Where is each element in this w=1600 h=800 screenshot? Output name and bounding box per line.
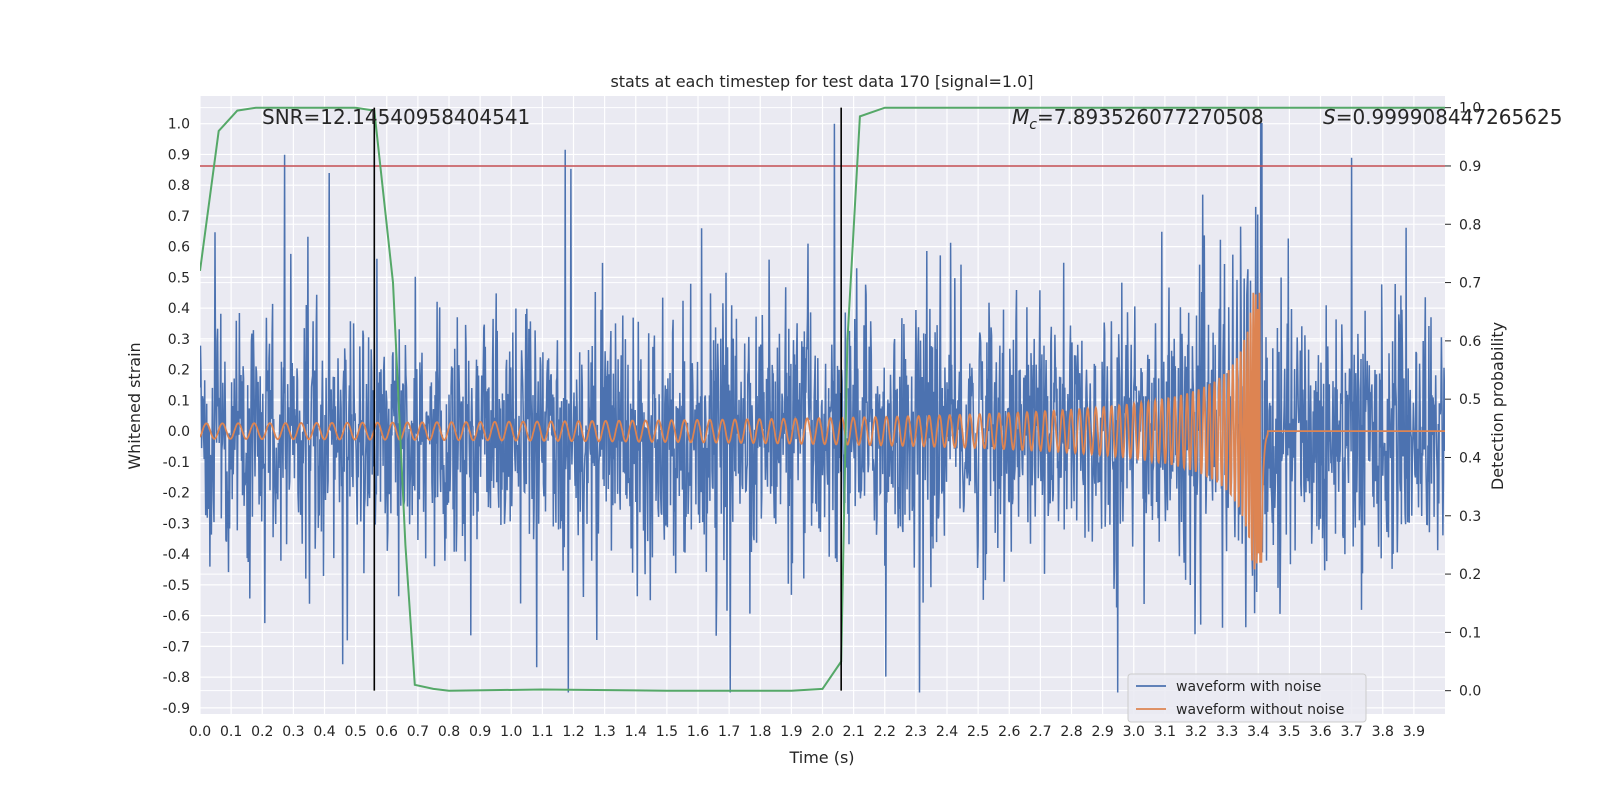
y2-tick-label: 0.3 xyxy=(1459,509,1481,525)
x-tick-label: 3.1 xyxy=(1154,724,1176,740)
x-tick-label: 2.8 xyxy=(1060,724,1082,740)
x-tick-label: 1.2 xyxy=(562,724,584,740)
x-tick-label: 1.4 xyxy=(625,724,647,740)
x-tick-label: 3.2 xyxy=(1185,724,1207,740)
s-symbol: S xyxy=(1323,105,1336,129)
x-tick-label: 2.2 xyxy=(874,724,896,740)
legend-label-clean: waveform without noise xyxy=(1176,702,1344,718)
x-tick-label: 3.0 xyxy=(1123,724,1145,740)
x-tick-label: 1.8 xyxy=(749,724,771,740)
snr-annotation: SNR=12.14540958404541 xyxy=(262,105,530,129)
y2-tick-label: 0.0 xyxy=(1459,684,1481,700)
series-detection-probability xyxy=(200,106,1445,692)
x-tick-label: 0.3 xyxy=(282,724,304,740)
y-tick-label: -0.2 xyxy=(163,486,190,502)
mc-symbol: M xyxy=(1012,105,1029,129)
mc-subscript: c xyxy=(1029,117,1037,133)
x-tick-label: 1.5 xyxy=(656,724,678,740)
x-tick-label: 3.6 xyxy=(1309,724,1331,740)
y2-axis-label: Detection probability xyxy=(1488,322,1507,490)
x-tick-label: 0.8 xyxy=(438,724,460,740)
y2-tick-label: 0.9 xyxy=(1459,159,1481,175)
y2-tick-label: 0.6 xyxy=(1459,334,1481,350)
y-tick-label: 0.8 xyxy=(168,178,190,194)
x-tick-label: 0.6 xyxy=(376,724,398,740)
y-tick-label: 0.0 xyxy=(168,424,190,440)
y-tick-label: 0.5 xyxy=(168,270,190,286)
x-tick-label: 0.9 xyxy=(469,724,491,740)
y-tick-label: 0.7 xyxy=(168,209,190,225)
y-tick-label: -0.7 xyxy=(163,639,190,655)
mc-annotation: Mc=7.893526077270508 xyxy=(1012,105,1264,133)
y-tick-label: 0.2 xyxy=(168,363,190,379)
x-tick-label: 2.4 xyxy=(936,724,958,740)
x-tick-label: 2.3 xyxy=(905,724,927,740)
y2-tick-label: 0.8 xyxy=(1459,217,1481,233)
legend-box xyxy=(1127,673,1367,723)
y-axis-left: 1.0 0.9 0.8 0.7 0.6 0.5 0.4 0.3 0.2 0.1 0.0 -0.1 -0.… xyxy=(163,117,190,717)
y-axis-label: Whitened strain xyxy=(125,342,144,469)
s-value: =0.999908447265625 xyxy=(1336,105,1563,129)
chart-title: stats at each timestep for test data 170… xyxy=(610,72,1033,91)
y-tick-label: 0.9 xyxy=(168,147,190,163)
x-tick-label: 1.6 xyxy=(687,724,709,740)
y-tick-label: -0.5 xyxy=(163,578,190,594)
x-tick-label: 2.0 xyxy=(811,724,833,740)
y-tick-label: 0.3 xyxy=(168,332,190,348)
x-axis-label: Time (s) xyxy=(788,748,854,767)
series-waveform-without-noise xyxy=(200,292,1445,570)
x-tick-label: 0.2 xyxy=(251,724,273,740)
y-tick-label: -0.3 xyxy=(163,516,190,532)
x-tick-label: 3.9 xyxy=(1403,724,1425,740)
x-tick-label: 1.3 xyxy=(593,724,615,740)
y-tick-label: 1.0 xyxy=(168,117,190,133)
x-tick-label: 0.7 xyxy=(407,724,429,740)
legend: waveform with noise waveform without noi… xyxy=(1127,673,1367,723)
x-tick-label: 3.3 xyxy=(1216,724,1238,740)
x-tick-label: 1.0 xyxy=(500,724,522,740)
x-tick-label: 2.7 xyxy=(1029,724,1051,740)
x-tick-label: 3.8 xyxy=(1372,724,1394,740)
x-tick-label: 2.6 xyxy=(998,724,1020,740)
x-axis: 0.0 0.1 0.2 0.3 0.4 0.5 0.6 0.7 0.8 0.9 1.0 1.1 1.2 1… xyxy=(189,724,1425,740)
y-tick-label: -0.8 xyxy=(163,670,190,686)
y-tick-label: -0.4 xyxy=(163,547,190,563)
x-tick-label: 2.5 xyxy=(967,724,989,740)
mc-value: =7.893526077270508 xyxy=(1037,105,1264,129)
y-tick-label: 0.4 xyxy=(168,301,190,317)
grid xyxy=(199,96,1445,714)
y2-tick-label: 0.4 xyxy=(1459,450,1481,466)
x-tick-label: 2.1 xyxy=(842,724,864,740)
y-tick-label: 0.6 xyxy=(168,240,190,256)
y-axis-right: 1.0 0.9 0.8 0.7 0.6 0.5 0.4 0.3 0.2 0.1 0.0 xyxy=(1445,101,1481,700)
x-tick-label: 1.7 xyxy=(718,724,740,740)
x-tick-label: 1.1 xyxy=(531,724,553,740)
y-tick-label: -0.9 xyxy=(163,701,190,717)
y2-tick-label: 0.1 xyxy=(1459,625,1481,641)
y2-tick-label: 1.0 xyxy=(1459,101,1481,117)
y2-tick-label: 0.2 xyxy=(1459,567,1481,583)
y-tick-label: -0.6 xyxy=(163,609,190,625)
x-tick-label: 0.1 xyxy=(220,724,242,740)
x-tick-label: 0.4 xyxy=(313,724,335,740)
series-layer xyxy=(200,106,1445,693)
y2-tick-label: 0.7 xyxy=(1459,276,1481,292)
x-tick-label: 3.4 xyxy=(1247,724,1269,740)
legend-label-noise: waveform with noise xyxy=(1176,679,1321,695)
x-tick-label: 2.9 xyxy=(1091,724,1113,740)
x-tick-label: 3.5 xyxy=(1278,724,1300,740)
y-tick-label: -0.1 xyxy=(163,455,190,471)
s-annotation: S=0.999908447265625 xyxy=(1323,105,1562,129)
x-tick-label: 1.9 xyxy=(780,724,802,740)
x-tick-label: 3.7 xyxy=(1340,724,1362,740)
y2-tick-label: 0.5 xyxy=(1459,392,1481,408)
x-tick-label: 0.0 xyxy=(189,724,211,740)
x-tick-label: 0.5 xyxy=(344,724,366,740)
y-tick-label: 0.1 xyxy=(168,393,190,409)
